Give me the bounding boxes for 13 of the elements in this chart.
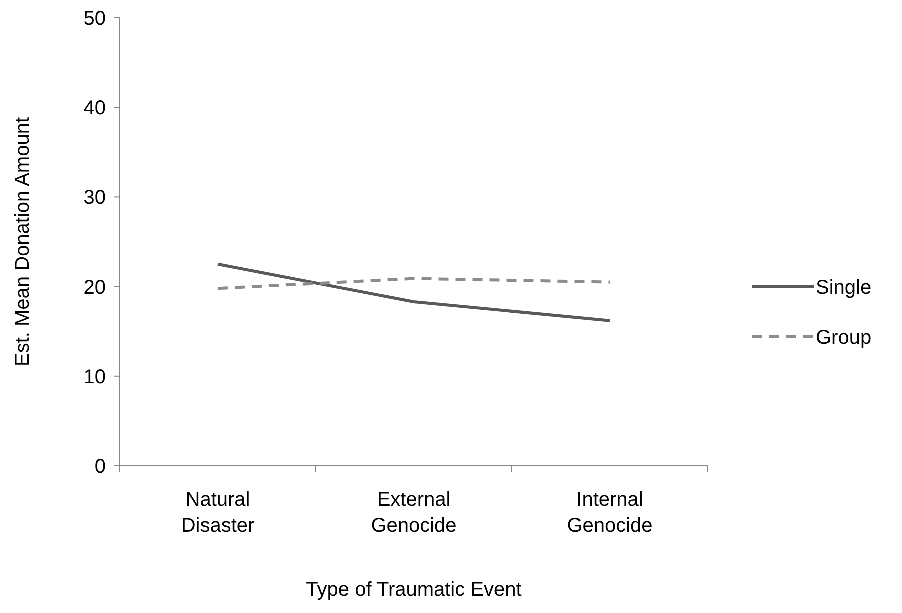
y-tick-label: 0	[94, 456, 106, 478]
y-axis-title: Est. Mean Donation Amount	[12, 117, 34, 367]
legend-label: Group	[816, 327, 872, 349]
y-tick-label: 10	[84, 366, 106, 388]
y-tick-label: 30	[84, 187, 106, 210]
x-axis-title: Type of Traumatic Event	[306, 579, 522, 601]
legend-label: Single	[816, 277, 872, 299]
y-tick-label: 50	[84, 8, 106, 30]
x-tick-label: Natural Disaster	[181, 489, 256, 537]
y-tick-label: 20	[84, 276, 106, 299]
x-tick-label: External Genocide	[371, 489, 457, 537]
x-tick-label: Internal Genocide	[567, 489, 653, 537]
y-tick-label: 40	[84, 98, 106, 120]
